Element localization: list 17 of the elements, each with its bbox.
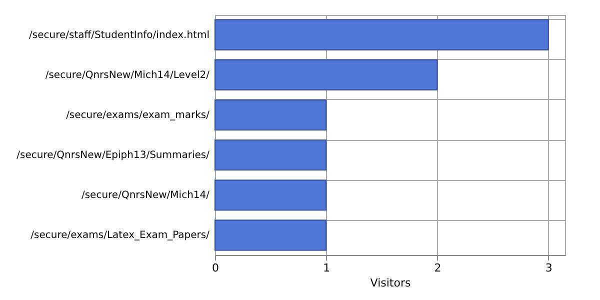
x-tick-label: 2	[434, 262, 442, 274]
y-tick-label: /secure/staff/StudentInfo/index.html	[29, 30, 210, 41]
y-tick-label: /secure/exams/Latex_Exam_Papers/	[30, 230, 210, 242]
y-tick-label: /secure/exams/exam_marks/	[66, 110, 210, 121]
bar	[214, 59, 438, 90]
y-tick-label: /secure/QnrsNew/Epiph13/Summaries/	[16, 150, 210, 162]
bar	[214, 220, 327, 251]
x-tick-label: 1	[323, 262, 330, 274]
y-tick-label: /secure/QnrsNew/Mich14/Level2/	[45, 70, 210, 81]
x-axis-title: Visitors	[370, 276, 411, 290]
x-tick-label: 0	[212, 262, 219, 274]
bar	[214, 140, 327, 171]
bar	[214, 19, 549, 50]
x-tick-label: 3	[545, 262, 552, 274]
y-tick-label: /secure/QnrsNew/Mich14/	[81, 190, 210, 202]
bar	[214, 99, 327, 130]
bar	[214, 180, 327, 211]
